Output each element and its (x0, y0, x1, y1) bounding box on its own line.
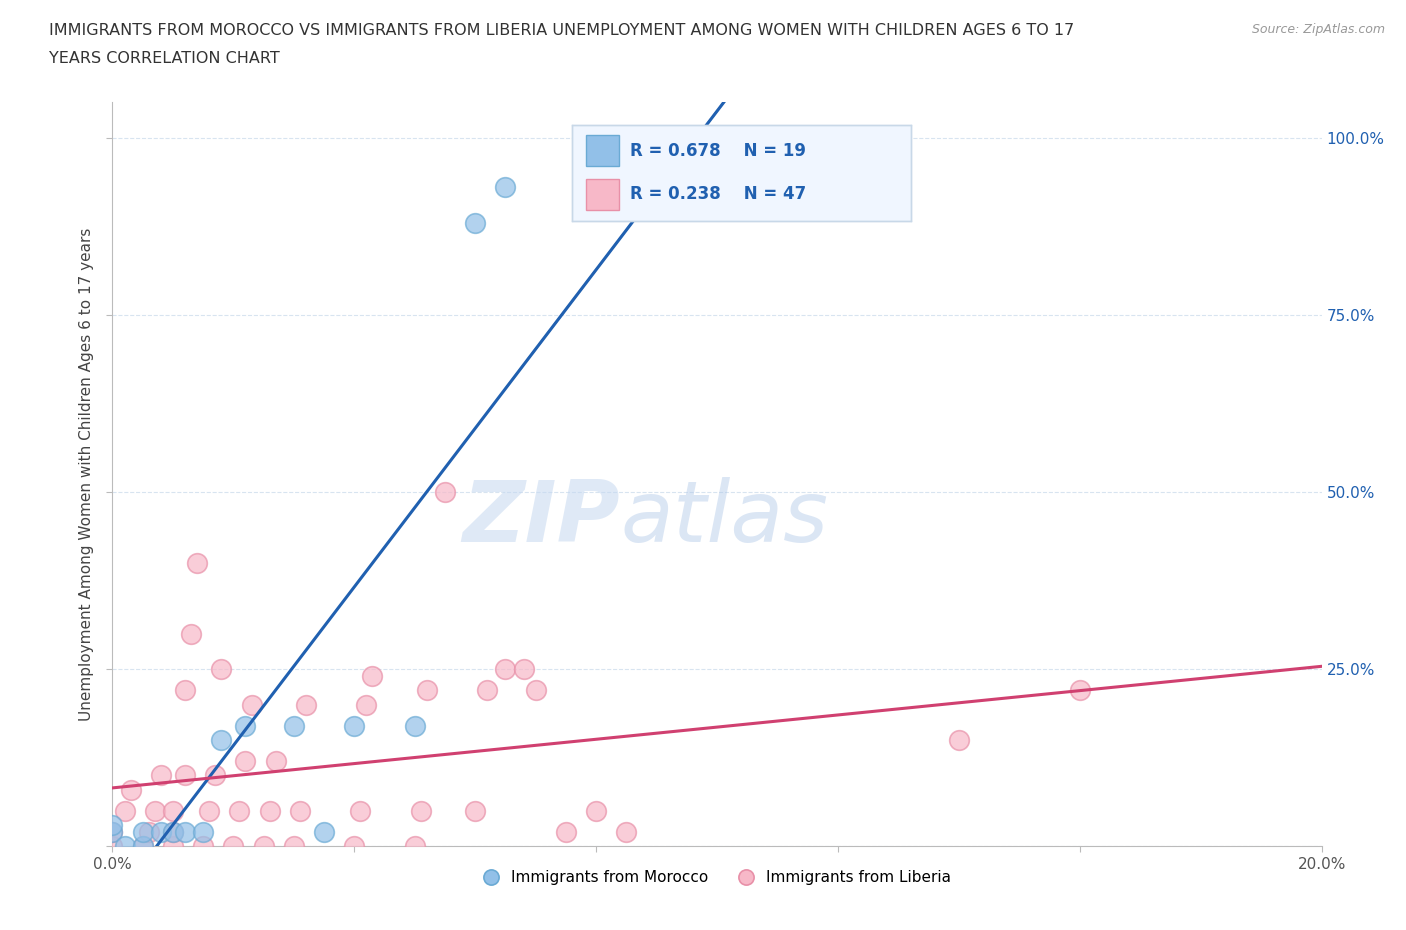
Point (138, 825, 160, 840)
Point (162, 825, 184, 840)
Point (174, 768, 197, 783)
Point (198, 804, 221, 818)
Text: ZIP: ZIP (463, 477, 620, 561)
Point (288, 804, 311, 818)
Point (616, 825, 638, 840)
Point (235, 754, 257, 769)
Point (204, 768, 226, 783)
Point (948, 733, 970, 748)
Text: IMMIGRANTS FROM MOROCCO VS IMMIGRANTS FROM LIBERIA UNEMPLOYMENT AMONG WOMEN WITH: IMMIGRANTS FROM MOROCCO VS IMMIGRANTS FR… (49, 23, 1074, 38)
Point (585, 804, 607, 818)
Point (524, 683, 547, 698)
Point (101, 839, 124, 854)
Point (416, 683, 439, 698)
Point (343, 839, 366, 854)
Point (114, 839, 136, 854)
Point (191, 825, 214, 840)
Point (149, 768, 172, 783)
Point (174, 825, 197, 840)
Point (114, 804, 136, 818)
Point (101, 825, 124, 840)
Y-axis label: Unemployment Among Women with Children Ages 6 to 17 years: Unemployment Among Women with Children A… (79, 228, 94, 721)
Point (235, 718, 257, 733)
Point (464, 216, 486, 231)
Point (554, 825, 576, 840)
Point (356, 698, 378, 712)
Point (162, 804, 184, 818)
Point (283, 839, 305, 854)
Point (477, 683, 499, 698)
Point (209, 733, 232, 748)
Point (264, 754, 287, 769)
Point (191, 839, 214, 854)
Point (295, 698, 318, 712)
Point (404, 839, 426, 854)
Point (162, 839, 184, 854)
Point (495, 662, 517, 677)
Point (1069, 683, 1091, 698)
Point (209, 662, 232, 677)
Point (101, 825, 124, 840)
Point (464, 804, 486, 818)
Point (180, 626, 202, 641)
Point (101, 817, 124, 832)
Point (143, 804, 166, 818)
Point (404, 718, 426, 733)
Point (132, 839, 155, 854)
Point (616, 130, 638, 145)
Point (132, 825, 155, 840)
Legend: Immigrants from Morocco, Immigrants from Liberia: Immigrants from Morocco, Immigrants from… (477, 863, 957, 891)
Point (409, 804, 432, 818)
Point (120, 782, 142, 797)
Point (222, 839, 245, 854)
Point (706, 179, 728, 194)
Point (349, 804, 371, 818)
Point (240, 698, 263, 712)
Point (149, 825, 172, 840)
Text: Source: ZipAtlas.com: Source: ZipAtlas.com (1251, 23, 1385, 36)
Point (174, 683, 197, 698)
Point (495, 179, 517, 194)
Point (512, 662, 534, 677)
Point (343, 718, 366, 733)
Point (259, 804, 281, 818)
Point (228, 804, 250, 818)
Point (283, 718, 305, 733)
Point (361, 669, 384, 684)
Point (186, 555, 208, 570)
Point (314, 825, 336, 840)
Point (253, 839, 276, 854)
Point (162, 825, 184, 840)
Text: YEARS CORRELATION CHART: YEARS CORRELATION CHART (49, 51, 280, 66)
Point (132, 839, 155, 854)
Text: atlas: atlas (620, 477, 828, 561)
Point (433, 485, 456, 499)
